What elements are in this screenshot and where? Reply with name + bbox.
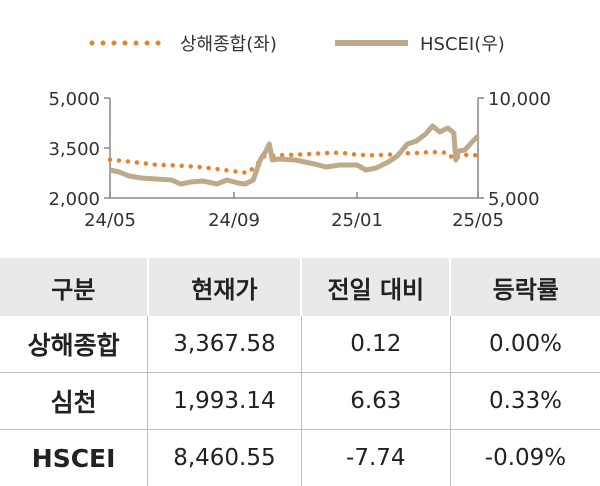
column-header-price: 현재가	[148, 258, 301, 316]
change-cell: -7.74	[301, 430, 450, 486]
left-tick-label: 2,000	[48, 189, 100, 210]
column-header-rate: 등락률	[450, 258, 600, 316]
table-header-row: 구분 현재가 전일 대비 등락률	[0, 258, 600, 316]
change-cell: 0.12	[301, 316, 450, 373]
rate-cell: 0.33%	[450, 373, 600, 430]
legend-label-hscei: HSCEI(우)	[420, 34, 505, 55]
table-row: 상해종합 3,367.58 0.12 0.00%	[0, 316, 600, 373]
left-tick-label: 3,500	[48, 139, 100, 160]
index-quote-table: 구분 현재가 전일 대비 등락률 상해종합 3,367.58 0.12 0.00…	[0, 258, 600, 486]
x-tick-label: 24/05	[84, 210, 136, 231]
rate-cell: -0.09%	[450, 430, 600, 486]
x-tick-label: 25/01	[331, 210, 383, 231]
series-line-hscei	[110, 126, 478, 184]
right-axis-ticks: 10,000 5,000	[478, 89, 551, 210]
x-tick-label: 25/05	[452, 210, 504, 231]
price-cell: 8,460.55	[148, 430, 301, 486]
series-layer	[110, 126, 478, 184]
row-label: 심천	[0, 373, 148, 430]
table-row: 심천 1,993.14 6.63 0.33%	[0, 373, 600, 430]
x-tick-label: 24/09	[208, 210, 260, 231]
index-line-chart: 상해종합(좌) HSCEI(우) 5,000 3,500 2,000 10,000 5…	[0, 0, 600, 258]
column-header-change: 전일 대비	[301, 258, 450, 316]
price-cell: 3,367.58	[148, 316, 301, 373]
left-axis-ticks: 5,000 3,500 2,000	[48, 89, 110, 210]
right-tick-label: 5,000	[488, 189, 540, 210]
column-header-category: 구분	[0, 258, 148, 316]
right-tick-label: 10,000	[488, 89, 551, 110]
row-label: 상해종합	[0, 316, 148, 373]
change-cell: 6.63	[301, 373, 450, 430]
chart-legend: 상해종합(좌) HSCEI(우)	[92, 34, 505, 55]
plot-frame	[110, 98, 478, 198]
price-cell: 1,993.14	[148, 373, 301, 430]
table-row: HSCEI 8,460.55 -7.74 -0.09%	[0, 430, 600, 486]
left-tick-label: 5,000	[48, 89, 100, 110]
legend-label-shanghai: 상해종합(좌)	[180, 34, 277, 55]
rate-cell: 0.00%	[450, 316, 600, 373]
series-line-shanghai	[110, 152, 478, 173]
row-label: HSCEI	[0, 430, 148, 486]
